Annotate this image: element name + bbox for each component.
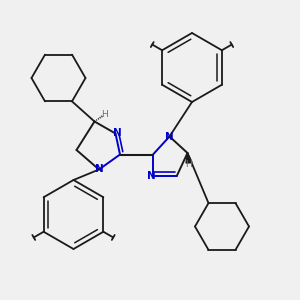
Text: N: N (112, 128, 122, 138)
Text: N: N (94, 164, 103, 175)
Text: H: H (101, 110, 107, 119)
Text: N: N (147, 171, 156, 182)
Text: H: H (186, 160, 192, 169)
Text: N: N (165, 131, 174, 142)
Polygon shape (186, 153, 192, 163)
